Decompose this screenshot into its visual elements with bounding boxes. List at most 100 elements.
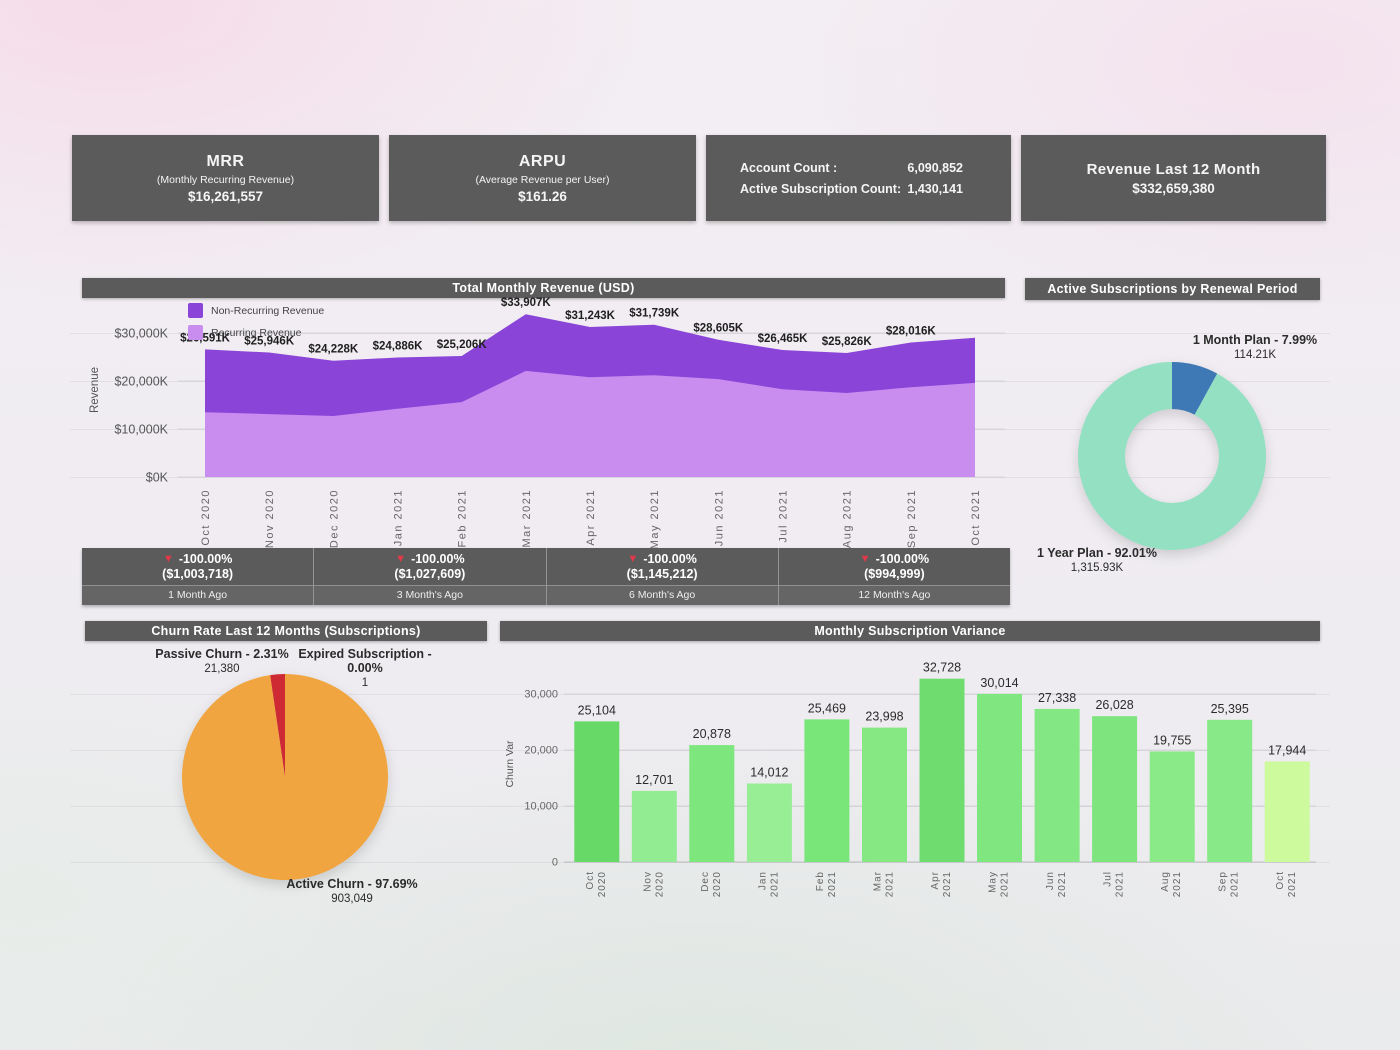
svg-text:12,701: 12,701 (635, 773, 673, 787)
legend-item-nonrecurring: Non-Recurring Revenue (188, 303, 324, 318)
svg-text:$24,886K: $24,886K (373, 341, 424, 353)
svg-text:Oct: Oct (1275, 871, 1286, 890)
svg-text:$25,206K: $25,206K (437, 339, 488, 351)
variance-amount: ($1,003,718) (162, 567, 234, 581)
decrease-arrow-icon: ▼ (627, 552, 639, 565)
renewal-donut-title: Active Subscriptions by Renewal Period (1047, 282, 1298, 296)
svg-text:2021: 2021 (1000, 871, 1011, 897)
variance-period: 1 Month Ago (82, 585, 314, 605)
svg-text:2021: 2021 (1230, 871, 1241, 897)
svg-text:$31,739K: $31,739K (629, 308, 680, 320)
svg-text:Feb 2021: Feb 2021 (457, 489, 469, 547)
svg-text:$20,000K: $20,000K (114, 375, 168, 389)
svg-text:2020: 2020 (654, 871, 665, 897)
svg-text:Oct: Oct (585, 871, 596, 890)
svg-text:$25,826K: $25,826K (822, 336, 873, 348)
svg-text:May 2021: May 2021 (649, 489, 661, 549)
svg-text:20,000: 20,000 (524, 745, 558, 757)
svg-text:2021: 2021 (942, 871, 953, 897)
revenue-chart-title: Total Monthly Revenue (USD) (452, 281, 635, 295)
kpi-card-account-counts: Account Count : 6,090,852 Active Subscri… (706, 135, 1011, 221)
svg-text:Dec: Dec (700, 871, 711, 892)
svg-text:25,104: 25,104 (578, 703, 616, 717)
svg-text:$26,465K: $26,465K (758, 333, 809, 345)
pie-slice-value: 21,380 (204, 663, 240, 675)
decrease-arrow-icon: ▼ (162, 552, 174, 565)
svg-text:25,395: 25,395 (1211, 702, 1249, 716)
svg-text:Dec 2020: Dec 2020 (328, 489, 340, 548)
svg-text:30,014: 30,014 (980, 676, 1018, 690)
svg-text:Jun 2021: Jun 2021 (713, 489, 725, 546)
revenue-chart-title-bar: Total Monthly Revenue (USD) (82, 278, 1005, 298)
account-count-row: Account Count : 6,090,852 (740, 161, 963, 175)
donut-slice-label: 1 Month Plan - 7.99% (1192, 333, 1318, 347)
active-subscription-count-row: Active Subscription Count: 1,430,141 (740, 182, 963, 196)
kpi-value: $161.26 (518, 188, 567, 204)
svg-text:Apr 2021: Apr 2021 (585, 489, 597, 546)
svg-text:26,028: 26,028 (1095, 698, 1133, 712)
svg-text:2021: 2021 (1057, 871, 1068, 897)
renewal-donut-chart (1078, 362, 1266, 550)
svg-text:19,755: 19,755 (1153, 733, 1191, 747)
svg-text:2021: 2021 (1287, 871, 1298, 897)
decrease-arrow-icon: ▼ (859, 552, 871, 565)
pie-label-expired-subscription: Expired Subscription - 0.00% 1 (285, 647, 445, 689)
account-count-label: Account Count : (740, 160, 838, 175)
svg-text:2021: 2021 (1172, 871, 1183, 897)
pie-label-active-churn: Active Churn - 97.69% 903,049 (277, 877, 427, 905)
kpi-title: ARPU (518, 152, 567, 170)
kpi-value: $332,659,380 (1132, 180, 1215, 196)
variance-percent: -100.00% (643, 552, 697, 566)
variance-bar-title-bar: Monthly Subscription Variance (500, 621, 1320, 641)
variance-card-12-month: ▼ -100.00% ($994,999) 12 Month's Ago (777, 548, 1010, 605)
svg-text:Sep 2021: Sep 2021 (906, 489, 918, 548)
donut-label-1-year-plan: 1 Year Plan - 92.01% 1,315.93K (1022, 546, 1172, 574)
variance-percent: -100.00% (178, 552, 233, 566)
svg-text:2020: 2020 (597, 871, 608, 897)
churn-pie-title-bar: Churn Rate Last 12 Months (Subscriptions… (85, 621, 487, 641)
revenue-chart-legend: Non-Recurring Revenue Recurring Revenue (188, 303, 324, 340)
variance-period: 6 Month's Ago (546, 585, 778, 605)
svg-text:$0K: $0K (146, 471, 169, 485)
variance-period: 3 Month's Ago (314, 585, 546, 605)
svg-text:Jul: Jul (1103, 871, 1114, 887)
legend-item-recurring: Recurring Revenue (188, 325, 324, 340)
svg-text:Jan 2021: Jan 2021 (393, 489, 405, 546)
svg-text:Feb: Feb (815, 871, 826, 891)
svg-text:2021: 2021 (827, 871, 838, 897)
kpi-card-revenue-12-month: Revenue Last 12 Month $332,659,380 (1021, 135, 1326, 221)
svg-text:$33,907K: $33,907K (501, 297, 552, 309)
svg-text:Jul 2021: Jul 2021 (778, 489, 790, 543)
grid-line (70, 694, 1330, 695)
svg-text:Sep: Sep (1218, 871, 1229, 892)
variance-card-3-month: ▼ -100.00% ($1,027,609) 3 Month's Ago (313, 548, 546, 605)
variance-percent: -100.00% (875, 552, 930, 566)
svg-text:$24,228K: $24,228K (308, 344, 359, 356)
svg-text:$28,016K: $28,016K (886, 326, 937, 338)
svg-text:May: May (988, 871, 999, 893)
svg-text:32,728: 32,728 (923, 661, 961, 675)
donut-slice-label: 1 Year Plan - 92.01% (1037, 546, 1157, 560)
donut-label-1-month-plan: 1 Month Plan - 7.99% 114.21K (1180, 333, 1330, 361)
svg-text:23,998: 23,998 (865, 710, 903, 724)
pie-slice-value: 1 (361, 677, 369, 689)
grid-line (70, 333, 1330, 334)
kpi-subtitle: (Average Revenue per User) (475, 173, 610, 186)
svg-text:Nov: Nov (642, 871, 653, 892)
variance-amount: ($1,145,212) (626, 567, 698, 581)
svg-text:14,012: 14,012 (750, 766, 788, 780)
variance-amount: ($1,027,609) (394, 567, 466, 581)
donut-slice-value: 1,315.93K (1070, 562, 1124, 574)
svg-text:$28,605K: $28,605K (693, 323, 744, 335)
grid-line (70, 862, 1330, 863)
svg-text:Aug: Aug (1160, 871, 1171, 892)
decrease-arrow-icon: ▼ (395, 552, 407, 565)
pie-slice-label: Passive Churn - 2.31% (155, 647, 289, 661)
nonrecurring-revenue-swatch-icon (188, 303, 203, 318)
svg-text:2021: 2021 (885, 871, 896, 897)
svg-text:17,944: 17,944 (1268, 744, 1306, 758)
svg-text:Mar 2021: Mar 2021 (521, 489, 533, 547)
churn-pie-title: Churn Rate Last 12 Months (Subscriptions… (151, 624, 421, 638)
svg-text:10,000: 10,000 (524, 801, 558, 813)
